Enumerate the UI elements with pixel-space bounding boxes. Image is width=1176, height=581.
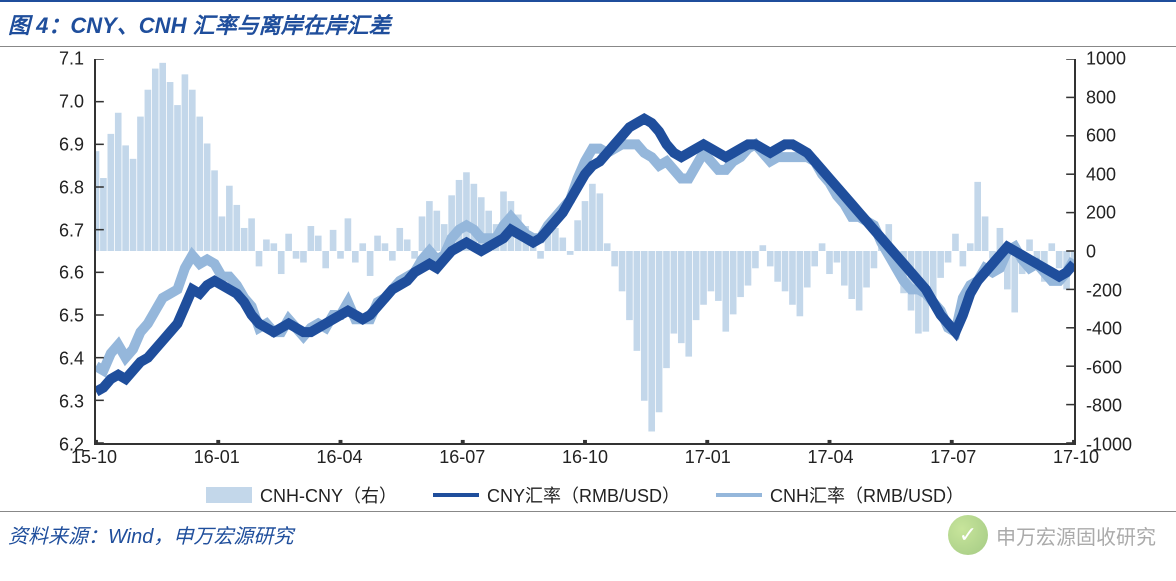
ytick-left: 6.7 bbox=[59, 220, 84, 241]
legend-label-cny: CNY汇率（RMB/USD） bbox=[487, 482, 680, 508]
watermark-text: 申万宏源固收研究 bbox=[996, 521, 1156, 550]
ytick-right: -400 bbox=[1086, 319, 1122, 340]
xtick: 17-04 bbox=[807, 447, 853, 468]
plot-svg bbox=[96, 59, 1074, 443]
x-axis: 15-1016-0116-0416-0716-1017-0117-0417-07… bbox=[94, 447, 1076, 473]
xtick: 15-10 bbox=[71, 447, 117, 468]
title-bar: 图 4：CNY、CNH 汇率与离岸在岸汇差 bbox=[0, 0, 1176, 47]
ytick-right: -800 bbox=[1086, 396, 1122, 417]
xtick: 16-10 bbox=[562, 447, 608, 468]
chart-area: 6.26.36.46.56.66.76.86.97.07.1 -1000-800… bbox=[40, 51, 1136, 511]
ytick-left: 6.9 bbox=[59, 134, 84, 155]
ytick-left: 6.5 bbox=[59, 306, 84, 327]
xtick: 17-07 bbox=[930, 447, 976, 468]
xtick: 16-04 bbox=[316, 447, 362, 468]
ytick-right: 200 bbox=[1086, 203, 1116, 224]
ytick-left: 6.6 bbox=[59, 263, 84, 284]
ytick-left: 6.4 bbox=[59, 349, 84, 370]
ytick-right: 600 bbox=[1086, 126, 1116, 147]
ytick-left: 7.0 bbox=[59, 91, 84, 112]
plot-area bbox=[94, 59, 1076, 445]
source-text: 资料来源：Wind，申万宏源研究 bbox=[8, 526, 293, 548]
y-axis-left: 6.26.36.46.56.66.76.86.97.07.1 bbox=[40, 59, 90, 445]
ytick-right: 1000 bbox=[1086, 49, 1126, 70]
ytick-right: -200 bbox=[1086, 280, 1122, 301]
xtick: 16-01 bbox=[194, 447, 240, 468]
legend-item-spread: CNH-CNY（右） bbox=[206, 482, 397, 508]
xtick: 16-07 bbox=[439, 447, 485, 468]
legend-item-cnh: CNH汇率（RMB/USD） bbox=[716, 482, 964, 508]
legend-label-cnh: CNH汇率（RMB/USD） bbox=[770, 482, 964, 508]
legend-item-cny: CNY汇率（RMB/USD） bbox=[433, 482, 680, 508]
y-axis-right: -1000-800-600-400-20002004006008001000 bbox=[1080, 59, 1136, 445]
ytick-right: -600 bbox=[1086, 357, 1122, 378]
wechat-icon: ✓ bbox=[948, 515, 988, 555]
ytick-left: 6.8 bbox=[59, 177, 84, 198]
legend-swatch-cnh bbox=[716, 493, 762, 497]
watermark: ✓ 申万宏源固收研究 bbox=[948, 515, 1156, 555]
xtick: 17-01 bbox=[685, 447, 731, 468]
legend-label-spread: CNH-CNY（右） bbox=[260, 482, 397, 508]
ytick-left: 6.3 bbox=[59, 392, 84, 413]
ytick-left: 7.1 bbox=[59, 49, 84, 70]
ytick-right: 400 bbox=[1086, 164, 1116, 185]
figure-title: 图 4：CNY、CNH 汇率与离岸在岸汇差 bbox=[8, 13, 391, 38]
legend: CNH-CNY（右） CNY汇率（RMB/USD） CNH汇率（RMB/USD） bbox=[94, 479, 1076, 511]
legend-swatch-cny bbox=[433, 493, 479, 497]
ytick-right: 800 bbox=[1086, 87, 1116, 108]
figure-container: 图 4：CNY、CNH 汇率与离岸在岸汇差 6.26.36.46.56.66.7… bbox=[0, 0, 1176, 581]
legend-swatch-spread bbox=[206, 487, 252, 503]
xtick: 17-10 bbox=[1053, 447, 1099, 468]
ytick-right: 0 bbox=[1086, 242, 1096, 263]
